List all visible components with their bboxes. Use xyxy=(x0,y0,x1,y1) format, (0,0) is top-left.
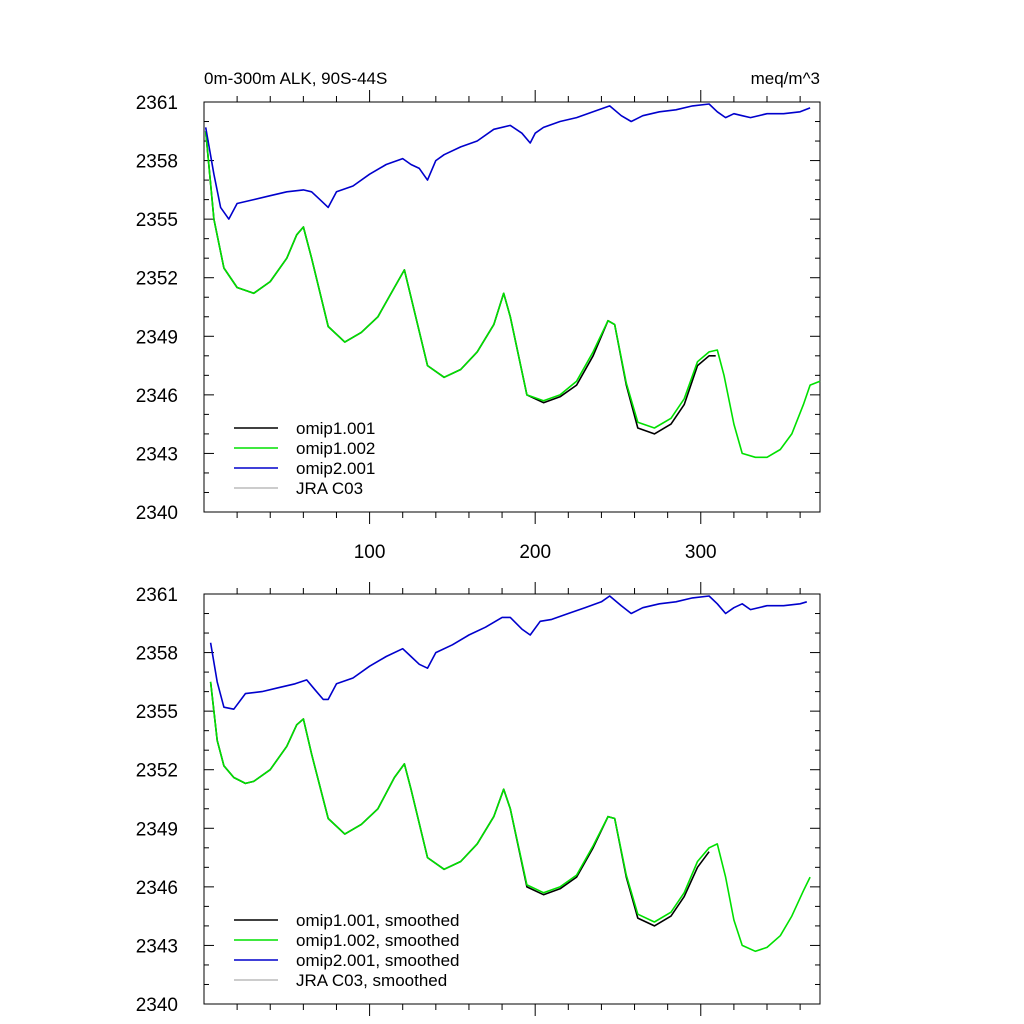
legend-label: omip1.002 xyxy=(296,439,375,458)
bottom-line-chart: 2340 2343 2346 2349 2352 2355 2358 2361 omip1.0… xyxy=(136,582,821,1016)
series-line-omip1-001-smoothed xyxy=(209,681,710,927)
panel-title-left: 0m-300m ALK, 90S-44S xyxy=(204,69,387,88)
legend-label: omip1.001, smoothed xyxy=(296,911,460,930)
series-line-omip1-002 xyxy=(204,131,821,459)
panel-title-right: meq/m^3 xyxy=(751,69,820,88)
y-tick-label: 2340 xyxy=(136,995,178,1016)
legend-label: omip2.001, smoothed xyxy=(296,951,460,970)
legend-label: omip1.002, smoothed xyxy=(296,931,460,950)
y-tick-label: 2355 xyxy=(136,210,178,231)
y-tick-label: 2352 xyxy=(136,761,178,782)
y-tick-label: 2343 xyxy=(136,444,178,465)
y-tick-label: 2355 xyxy=(136,702,178,723)
series-line-omip2-001 xyxy=(204,103,811,220)
legend-label: JRA C03, smoothed xyxy=(296,971,447,990)
x-tick-label: 200 xyxy=(519,542,551,563)
legend-label: omip1.001 xyxy=(296,419,375,438)
y-tick-label: 2358 xyxy=(136,152,178,173)
legend-label: JRA C03 xyxy=(296,479,363,498)
top-line-chart: 2340 2343 2346 2349 2352 2355 2358 2361 100 200 3… xyxy=(136,90,821,563)
y-tick-label: 2349 xyxy=(136,819,178,840)
y-tick-label: 2349 xyxy=(136,327,178,348)
plot-frame xyxy=(203,101,821,513)
y-tick-label: 2346 xyxy=(136,878,178,899)
y-tick-label: 2361 xyxy=(136,585,178,606)
y-tick-label: 2343 xyxy=(136,936,178,957)
x-tick-label: 100 xyxy=(354,542,386,563)
plot-frame xyxy=(203,593,821,1005)
x-tick-label: 300 xyxy=(685,542,717,563)
y-tick-label: 2346 xyxy=(136,386,178,407)
y-tick-label: 2352 xyxy=(136,269,178,290)
y-tick-label: 2361 xyxy=(136,93,178,114)
series-line-omip1-002-smoothed xyxy=(209,681,811,953)
series-line-omip2-001-smoothed xyxy=(209,595,808,711)
legend-label: omip2.001 xyxy=(296,459,375,478)
y-tick-label: 2340 xyxy=(136,503,178,524)
series-line-omip1-001 xyxy=(204,131,716,435)
y-tick-label: 2358 xyxy=(136,644,178,665)
